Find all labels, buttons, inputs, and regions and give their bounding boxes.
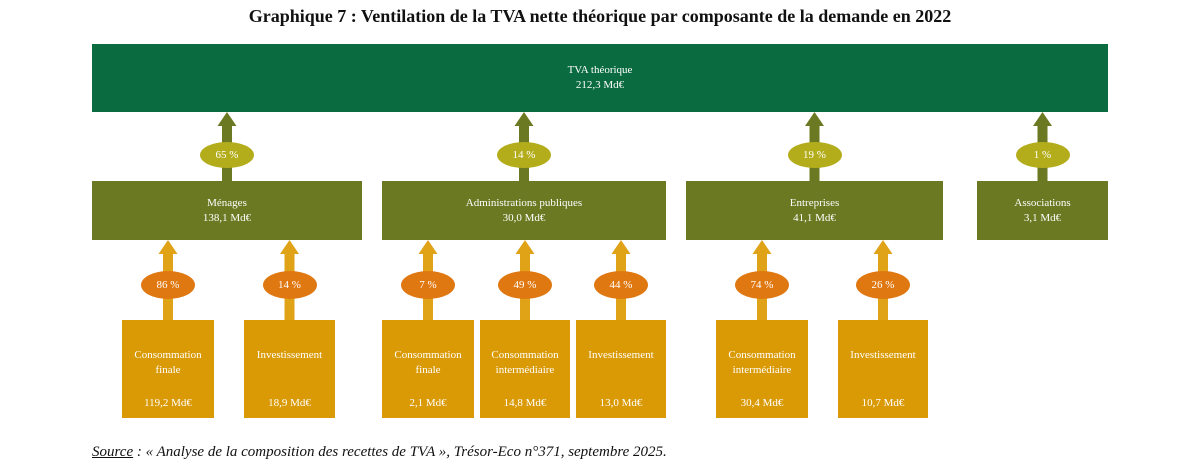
share-oval: 14 % (497, 142, 551, 168)
component-value: 18,9 Md€ (268, 397, 311, 409)
share-label: 26 % (871, 279, 895, 291)
share-label: 49 % (513, 279, 537, 291)
share-label: 7 % (419, 279, 437, 291)
component-value: 30,4 Md€ (740, 397, 784, 409)
share-oval: 26 % (856, 271, 910, 299)
group-label: Entreprises (789, 196, 840, 209)
source-text: : « Analyse de la composition des recett… (133, 444, 667, 460)
component-value: 10,7 Md€ (861, 397, 905, 409)
share-oval: 14 % (262, 271, 317, 299)
share-label: 1 % (1033, 149, 1052, 161)
share-oval: 86 % (141, 271, 195, 299)
component-label: Consommation intermédiaire (728, 349, 796, 376)
component-label: Investissement (256, 349, 323, 361)
component-box: Consommation intermédiaire 14,8 Md€ (480, 320, 570, 418)
share-oval: 65 % (200, 142, 254, 168)
share-label: 74 % (750, 279, 774, 291)
title: Graphique 7 : Ventilation de la TVA nett… (248, 6, 952, 26)
component-label: Consommation finale (134, 349, 202, 376)
share-oval: 74 % (735, 271, 789, 299)
share-label: 14 % (512, 149, 536, 161)
group-box: Administrations publiques 30,0 Md€ (382, 181, 666, 240)
top-value: 212,3 Md€ (575, 79, 625, 91)
component-value: 2,1 Md€ (409, 397, 447, 409)
group-box: Ménages 138,1 Md€ (92, 181, 362, 240)
group-label: Administrations publiques (465, 196, 583, 209)
group-box: Associations 3,1 Md€ (977, 181, 1108, 240)
component-box: Investissement 10,7 Md€ (838, 320, 928, 418)
component-box: Consommation finale 119,2 Md€ (122, 320, 214, 418)
component-box: Consommation intermédiaire 30,4 Md€ (716, 320, 808, 418)
component-label: Consommation finale (394, 349, 462, 376)
share-label: 19 % (803, 149, 826, 161)
component-value: 13,0 Md€ (599, 397, 643, 409)
group-value: 3,1 Md€ (1023, 211, 1062, 224)
share-label: 14 % (278, 279, 301, 291)
component-label: Consommation intermédiaire (491, 349, 559, 376)
group-box: Entreprises 41,1 Md€ (686, 181, 943, 240)
share-label: 65 % (215, 149, 239, 161)
group-label: Associations (1014, 196, 1071, 209)
component-label: Investissement (588, 349, 654, 361)
group-value: 41,1 Md€ (793, 211, 836, 224)
component-box: Investissement 18,9 Md€ (244, 320, 335, 418)
group-label: Ménages (207, 196, 247, 209)
component-box: Consommation finale 2,1 Md€ (382, 320, 474, 418)
component-value: 14,8 Md€ (503, 397, 547, 409)
component-label: Investissement (850, 349, 916, 361)
share-oval: 19 % (787, 142, 842, 168)
share-oval: 49 % (498, 271, 552, 299)
component-value: 119,2 Md€ (144, 397, 192, 409)
group-value: 138,1 Md€ (202, 211, 252, 224)
share-oval: 7 % (401, 271, 455, 299)
share-label: 44 % (609, 279, 633, 291)
top-label: TVA théorique (567, 64, 633, 77)
share-oval: 44 % (594, 271, 648, 299)
share-label: 86 % (156, 279, 180, 291)
group-value: 30,0 Md€ (502, 211, 546, 224)
source-label: Source (92, 444, 134, 460)
source: Source : « Analyse de la composition des… (92, 444, 667, 461)
component-box: Investissement 13,0 Md€ (576, 320, 666, 418)
top-box: TVA théorique 212,3 Md€ (92, 44, 1108, 112)
share-oval: 1 % (1015, 142, 1070, 168)
